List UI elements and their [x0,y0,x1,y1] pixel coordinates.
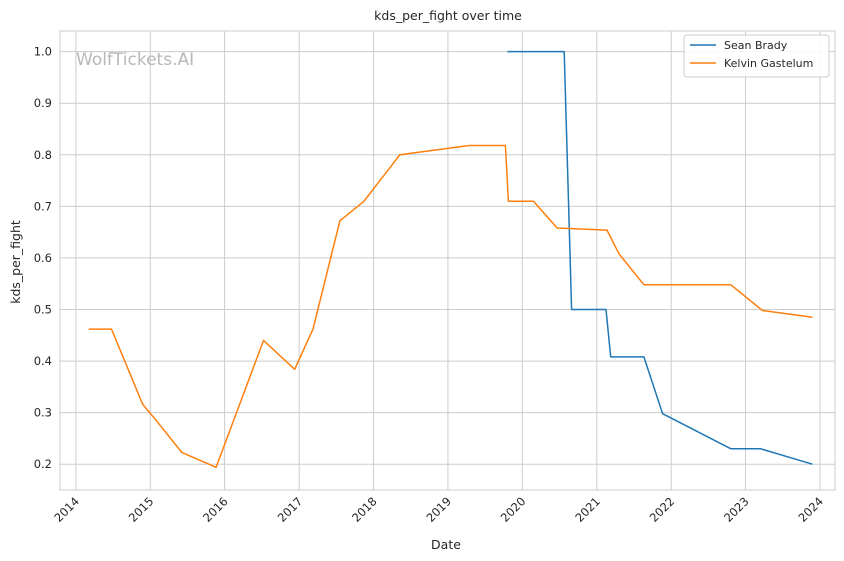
y-axis-label: kds_per_fight [8,220,23,304]
x-tick-label: 2024 [795,494,826,525]
x-tick-label: 2015 [126,494,157,525]
x-tick-label: 2021 [572,494,603,525]
legend: Sean Brady Kelvin Gastelum [683,34,830,78]
series-line-1 [88,144,813,469]
legend-box [683,34,830,78]
x-tick-label: 2014 [51,494,82,525]
x-tick-label: 2020 [498,494,529,525]
legend-entry-0: Sean Brady [724,39,788,52]
y-tick-label: 0.3 [34,406,52,420]
series-line-0 [507,50,813,465]
x-tick-label: 2022 [647,494,678,525]
y-tick-label: 0.4 [34,354,52,368]
y-tick-labels: 0.2 0.3 0.4 0.5 0.6 0.7 0.8 0.9 1.0 [34,45,52,472]
y-tick-label: 0.6 [34,251,52,265]
y-tick-label: 0.9 [34,96,52,110]
x-tick-label: 2018 [349,494,380,525]
x-axis-label: Date [431,537,461,552]
x-tick-label: 2023 [721,494,752,525]
y-tick-label: 0.2 [34,457,52,471]
y-tick-label: 0.8 [34,148,52,162]
chart-title: kds_per_fight over time [374,8,522,23]
x-tick-label: 2019 [423,494,454,525]
y-tick-label: 1.0 [34,45,52,59]
x-tick-labels: 2014 2015 2016 2017 2018 2019 2020 2021 2022 2023… [51,494,826,525]
series-layer [88,50,813,469]
y-tick-label: 0.5 [34,302,52,316]
watermark: WolfTickets.AI [76,50,194,70]
grid [60,31,835,490]
x-tick-label: 2017 [275,494,306,525]
x-tick-label: 2016 [200,494,231,525]
legend-entry-1: Kelvin Gastelum [724,57,813,70]
y-tick-label: 0.7 [34,199,52,213]
